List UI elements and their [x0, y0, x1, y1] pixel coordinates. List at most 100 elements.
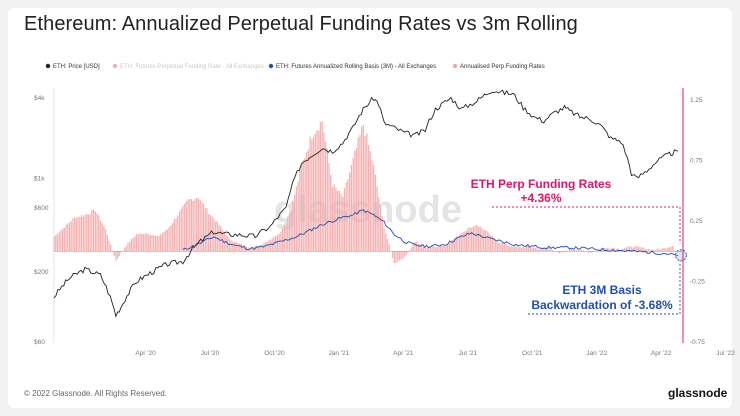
- funding-bar: [166, 229, 169, 252]
- funding-bar: [259, 245, 261, 252]
- funding-bar: [137, 234, 139, 252]
- funding-bar: [269, 239, 272, 252]
- funding-bar: [335, 187, 337, 252]
- funding-bar: [613, 248, 615, 252]
- funding-bar: [471, 228, 473, 252]
- chart-title: Ethereum: Annualized Perpetual Funding R…: [24, 13, 578, 35]
- funding-bar: [369, 151, 371, 252]
- funding-bar: [639, 247, 641, 252]
- funding-bar: [460, 233, 463, 252]
- funding-bar: [424, 247, 426, 252]
- funding-bar: [527, 245, 530, 252]
- funding-bar: [326, 149, 328, 252]
- funding-bar: [123, 248, 126, 252]
- funding-bar: [529, 246, 531, 252]
- funding-bar: [175, 218, 177, 252]
- funding-bar: [531, 247, 533, 252]
- x-axis-tick-label: Jan '21: [329, 350, 350, 357]
- funding-bar: [483, 229, 485, 252]
- funding-bar: [395, 251, 397, 263]
- funding-bar: [77, 216, 79, 252]
- funding-bar: [452, 239, 454, 252]
- funding-bar: [354, 150, 356, 252]
- funding-bar: [285, 221, 287, 252]
- funding-bar: [92, 209, 95, 252]
- funding-bar: [103, 226, 105, 252]
- funding-bar: [646, 249, 648, 252]
- right-axis-tick-label: 0.25: [690, 218, 703, 225]
- funding-bar: [378, 197, 380, 252]
- funding-bar: [388, 244, 390, 252]
- funding-bar: [359, 134, 361, 252]
- funding-bar: [519, 247, 521, 252]
- funding-bar: [526, 246, 528, 252]
- funding-bar: [70, 221, 72, 252]
- annotation-basis-marker: [675, 249, 687, 262]
- annotations: ETH Perp Funding Rates+4.36% ETH 3M Basis…: [471, 177, 687, 315]
- funding-bar: [67, 223, 69, 252]
- funding-bar: [658, 249, 660, 252]
- annotation-basis-guide: [528, 261, 681, 315]
- funding-bar: [249, 248, 251, 252]
- funding-bar: [232, 241, 234, 252]
- funding-bar: [364, 135, 366, 252]
- left-axis-tick-label: $600: [34, 205, 49, 212]
- annotation-funding-label: ETH Perp Funding Rates: [471, 177, 612, 191]
- funding-bar: [615, 249, 617, 252]
- funding-bar: [318, 130, 320, 252]
- series-lines: [53, 89, 678, 319]
- funding-bar: [670, 246, 672, 252]
- funding-bar: [649, 250, 652, 252]
- x-axis-tick-label: Jan '22: [586, 350, 607, 357]
- funding-bar: [503, 243, 505, 252]
- funding-bar: [465, 230, 468, 252]
- funding-bar: [132, 237, 134, 252]
- funding-bar: [168, 227, 170, 252]
- funding-bar: [342, 197, 344, 252]
- funding-bar: [294, 195, 296, 252]
- funding-bar: [419, 243, 421, 252]
- funding-bar: [544, 247, 547, 252]
- funding-bar: [520, 247, 523, 252]
- funding-bar: [173, 219, 176, 252]
- funding-bar: [570, 249, 572, 252]
- funding-bar: [113, 251, 115, 257]
- funding-bar: [414, 242, 416, 252]
- funding-bar: [498, 242, 500, 252]
- funding-bar: [400, 251, 402, 260]
- footer-brand-logo[interactable]: glassnode: [668, 386, 728, 400]
- funding-bar: [60, 230, 62, 252]
- funding-bar: [281, 228, 284, 252]
- funding-bar: [340, 193, 342, 252]
- funding-bar: [562, 251, 564, 253]
- funding-bar: [110, 244, 112, 252]
- funding-bar: [347, 179, 349, 252]
- funding-bar: [555, 251, 557, 252]
- funding-bar: [496, 242, 499, 252]
- funding-bar: [297, 181, 299, 252]
- funding-bar: [366, 133, 368, 252]
- x-axis-tick-label: Apr '20: [135, 350, 156, 357]
- price-line: [53, 89, 678, 319]
- annotation-funding-guide: [492, 206, 681, 244]
- funding-bar: [484, 230, 487, 252]
- funding-bar: [75, 218, 78, 252]
- funding-bar: [433, 246, 435, 252]
- funding-bar: [630, 246, 633, 252]
- funding-bar: [443, 245, 445, 252]
- funding-bar: [139, 233, 141, 252]
- funding-bar: [141, 233, 143, 252]
- funding-bar: [292, 200, 294, 252]
- funding-bar: [575, 250, 578, 252]
- funding-bar: [429, 247, 432, 252]
- funding-bar: [381, 216, 383, 252]
- funding-bar: [343, 188, 346, 252]
- right-axis-tick-label: 1.25: [690, 97, 703, 104]
- funding-bar: [438, 246, 440, 252]
- funding-bar: [641, 247, 643, 252]
- funding-bar: [307, 149, 310, 252]
- funding-bar: [426, 247, 428, 252]
- funding-bar: [489, 235, 492, 252]
- left-axis-tick-label: $4k: [34, 95, 45, 102]
- legend-marker: [112, 63, 118, 69]
